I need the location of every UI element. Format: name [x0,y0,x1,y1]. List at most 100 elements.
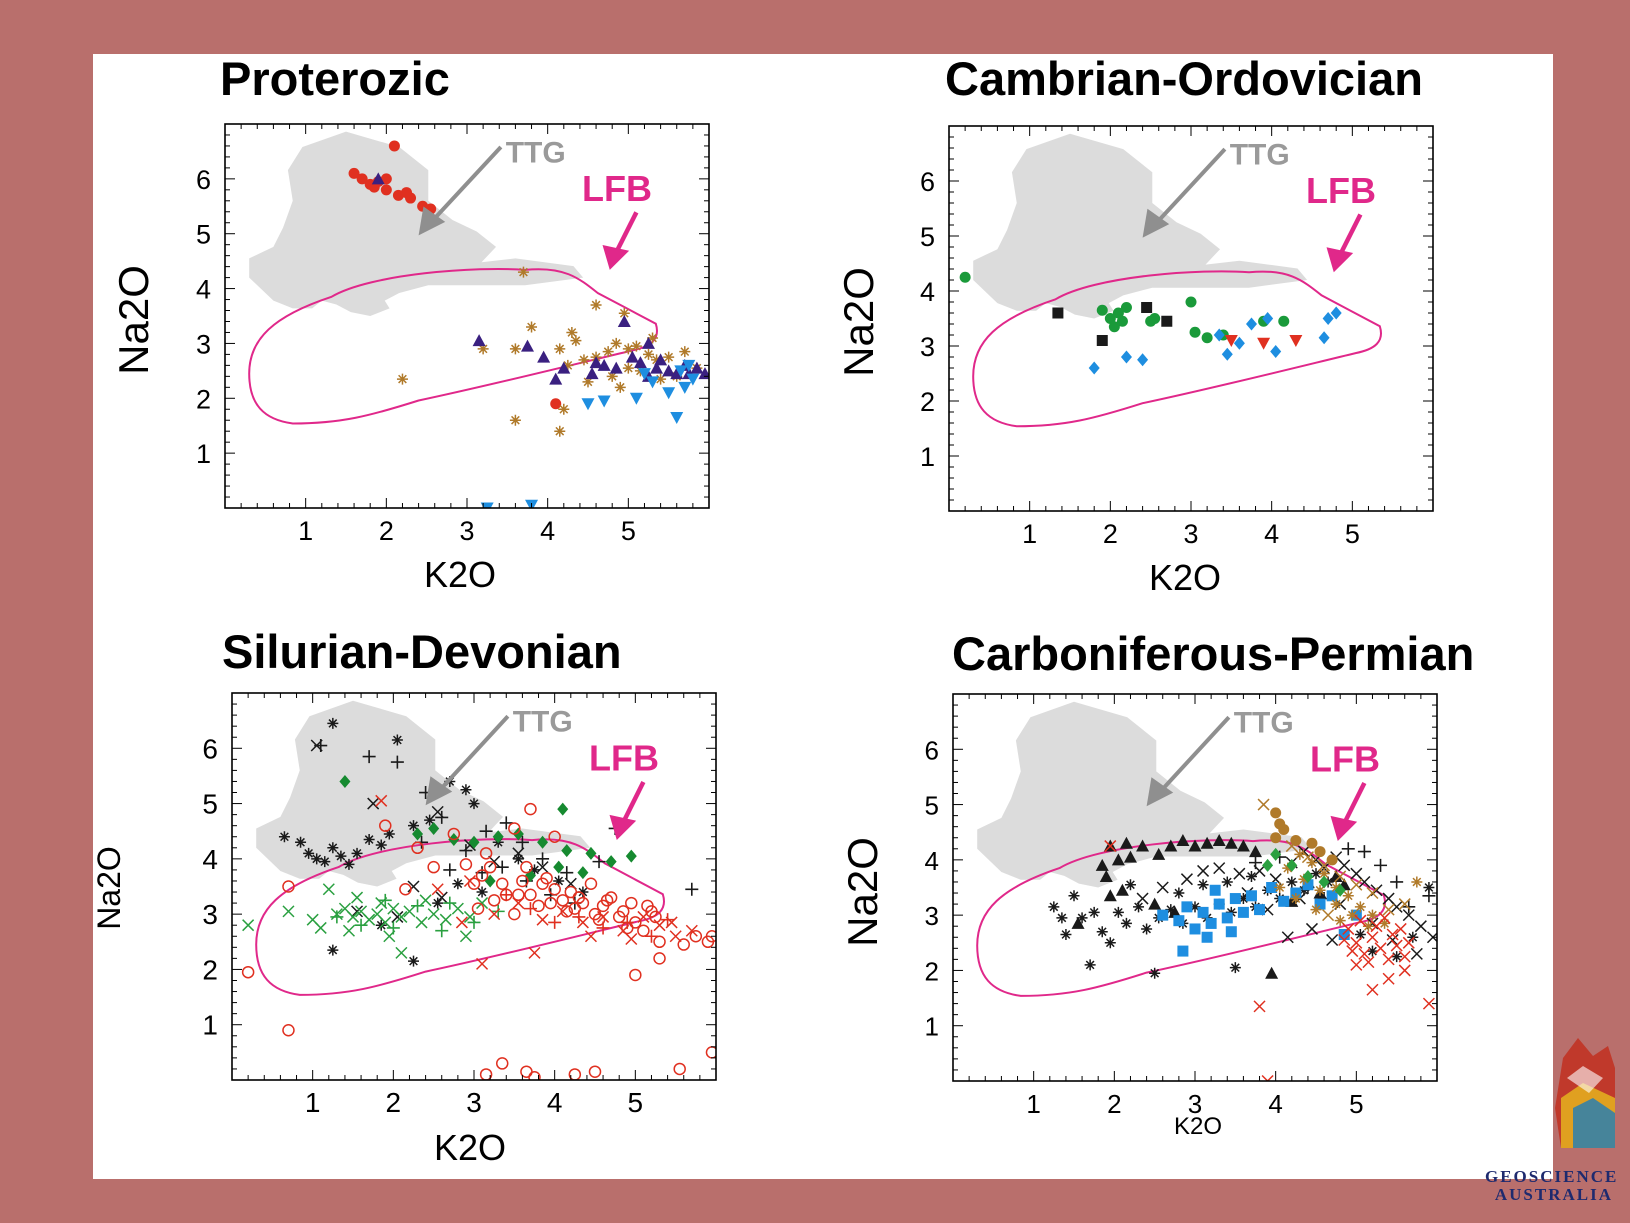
data-point [609,361,623,374]
data-point [1270,832,1282,844]
data-point [686,373,700,386]
y-tick-label: 5 [196,220,211,250]
data-point [685,924,698,937]
data-point [479,847,493,860]
data-point [663,351,675,363]
ttg-field [977,701,1312,888]
data-point [399,883,412,896]
data-point [379,916,392,929]
data-point [1398,950,1411,963]
data-point [1330,898,1342,910]
y-tick-label: 3 [925,901,939,931]
data-point [327,842,339,854]
data-point [509,414,521,426]
data-point [375,839,387,851]
data-point [1200,836,1214,849]
data-point [395,910,408,923]
ttg-label: TTG [1234,707,1294,740]
data-point [566,326,578,338]
data-point [1115,883,1129,896]
ttg-label: TTG [506,136,566,169]
ttg-arrow [1159,715,1231,793]
data-point [558,403,570,415]
data-point [408,820,419,832]
y-tick-label: 2 [925,956,939,986]
data-point [1213,862,1226,875]
data-point [1221,347,1233,361]
data-point [651,354,663,366]
data-point [685,882,699,896]
data-point [1148,897,1162,910]
data-point [1249,845,1262,858]
series-2 [1048,868,1435,979]
data-point [475,869,489,882]
data-point [653,935,666,949]
data-point [1282,862,1294,874]
data-point [1411,876,1423,888]
data-point [1068,890,1080,902]
data-point [1048,901,1060,913]
data-point [351,891,364,904]
data-point [548,883,561,896]
data-point [670,367,684,380]
data-point [625,896,638,910]
data-point [581,398,595,411]
data-point [528,946,541,959]
data-point [1201,931,1213,943]
data-point [557,361,571,374]
data-point [570,335,582,347]
data-point [690,361,704,374]
data-point [1120,302,1132,313]
data-point [1357,845,1371,859]
series-2 [314,739,699,910]
data-point [1314,898,1326,910]
data-point [1104,937,1116,949]
data-point [1410,947,1423,960]
data-point [1188,839,1202,852]
x-tick-label: 1 [298,516,313,546]
data-point [1149,967,1161,979]
lfb-arrow [615,211,639,252]
data-point [1290,887,1302,899]
logo-text: GEOSCIENCE AUSTRALIA [1485,1168,1616,1204]
x-tick-label: 2 [1103,519,1118,549]
data-point [585,846,597,860]
data-point [521,339,534,352]
data-point [451,902,464,915]
data-point [1354,914,1367,927]
data-point [1281,931,1294,944]
data-point [431,805,444,818]
data-point [1402,909,1415,922]
data-point [1112,906,1124,918]
data-point [1265,966,1279,979]
data-point [1338,933,1351,947]
data-point [1362,956,1375,969]
data-point [375,919,387,931]
data-point [483,860,497,874]
data-point [452,878,464,890]
data-point [673,1062,686,1076]
data-point [322,883,335,896]
data-point [523,902,537,916]
y-tick-label: 1 [920,442,935,472]
data-point [1290,835,1302,847]
data-point [1071,916,1085,929]
data-point [1278,823,1290,835]
data-point [512,897,525,910]
data-point [408,955,419,967]
lfb-outline [972,270,1382,428]
data-point [379,819,392,832]
x-tick-label: 3 [1183,519,1198,549]
data-point [371,172,385,185]
data-point [396,373,408,385]
chart-title-proterozic: Proterozic [220,52,450,105]
ttg-field [249,131,584,316]
data-point [447,827,461,841]
data-point [1354,901,1366,913]
data-point [1402,900,1416,914]
data-point [439,913,452,926]
data-point [1394,922,1407,935]
data-point [590,299,602,311]
data-point [1201,912,1213,924]
data-point [432,897,444,909]
